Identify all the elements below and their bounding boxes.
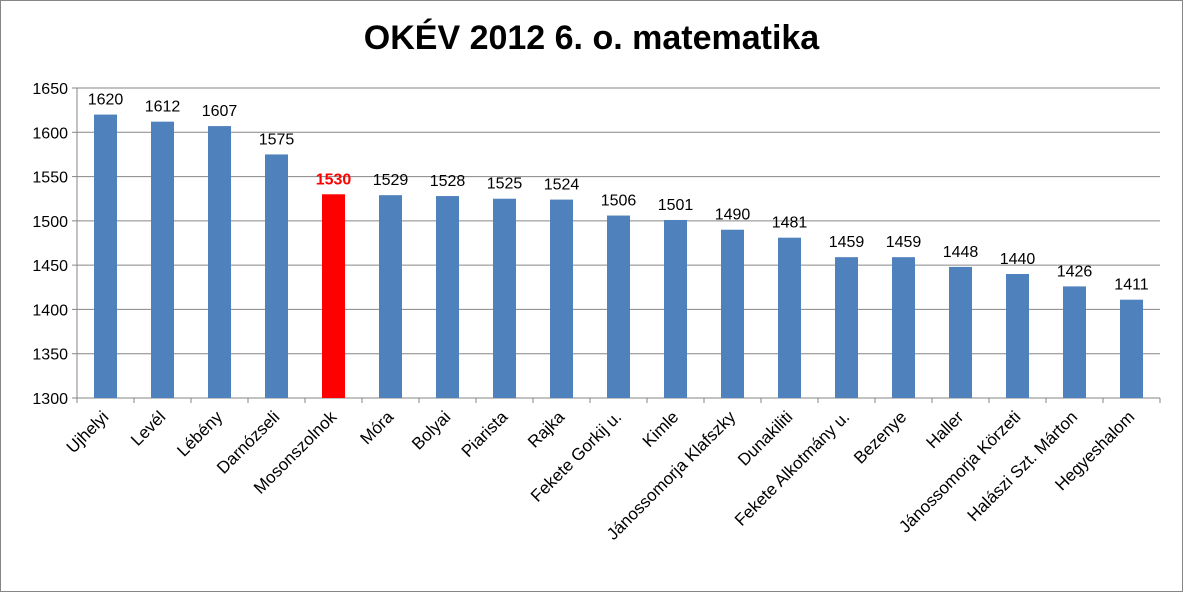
category-label: Levél [127, 407, 169, 449]
bar [1063, 286, 1086, 398]
data-label: 1448 [943, 244, 979, 261]
y-tick-label: 1600 [32, 125, 68, 142]
category-label: Lébény [173, 407, 226, 460]
y-tick-label: 1550 [32, 170, 68, 187]
category-label: Halászi Szt. Márton [964, 407, 1082, 525]
y-tick-label: 1300 [32, 391, 68, 408]
data-label: 1607 [202, 103, 238, 120]
category-label: Bezenye [850, 407, 910, 467]
bar [664, 219, 687, 398]
bar [1120, 299, 1143, 398]
data-label: 1426 [1057, 263, 1093, 280]
bar [1006, 274, 1029, 398]
data-label: 1524 [544, 177, 580, 194]
bar [778, 237, 801, 398]
category-label: Ujhelyi [63, 407, 113, 457]
data-label: 1481 [772, 215, 808, 232]
bar-highlight [322, 194, 345, 398]
data-label: 1459 [886, 234, 922, 251]
bar [892, 257, 915, 398]
y-tick-label: 1650 [32, 81, 68, 98]
bar [721, 229, 744, 398]
data-label: 1440 [1000, 251, 1036, 268]
data-label: 1501 [658, 197, 694, 214]
category-label: Haller [922, 407, 967, 452]
category-label: Móra [357, 407, 398, 448]
data-label: 1411 [1114, 277, 1149, 294]
bar [607, 215, 630, 398]
y-tick-label: 1500 [32, 214, 68, 231]
category-label: Bolyai [408, 407, 454, 453]
data-label: 1506 [601, 193, 637, 210]
data-label: 1575 [259, 131, 295, 148]
data-label: 1612 [145, 99, 181, 116]
bar [208, 126, 231, 398]
y-tick-label: 1450 [32, 258, 68, 275]
data-label: 1530 [316, 171, 352, 188]
data-label: 1525 [487, 176, 523, 193]
category-label: Fekete Alkotmány u. [731, 407, 853, 529]
y-tick-label: 1400 [32, 302, 68, 319]
bar [265, 154, 288, 398]
data-label: 1620 [88, 92, 124, 109]
data-label: 1528 [430, 173, 466, 190]
chart-title: OKÉV 2012 6. o. matematika [363, 19, 820, 57]
bar [550, 199, 573, 398]
bar [949, 266, 972, 398]
bar [436, 196, 459, 398]
bar [151, 121, 174, 399]
bar [94, 114, 117, 399]
bar [835, 257, 858, 398]
category-label: Piarista [458, 407, 512, 461]
y-tick-label: 1350 [32, 347, 68, 364]
category-label: Rajka [524, 407, 569, 452]
data-label: 1490 [715, 207, 751, 224]
data-label: 1529 [373, 172, 409, 189]
bar [493, 198, 516, 398]
data-label: 1459 [829, 234, 865, 251]
category-label: Kimle [639, 407, 682, 450]
bar [379, 195, 402, 398]
